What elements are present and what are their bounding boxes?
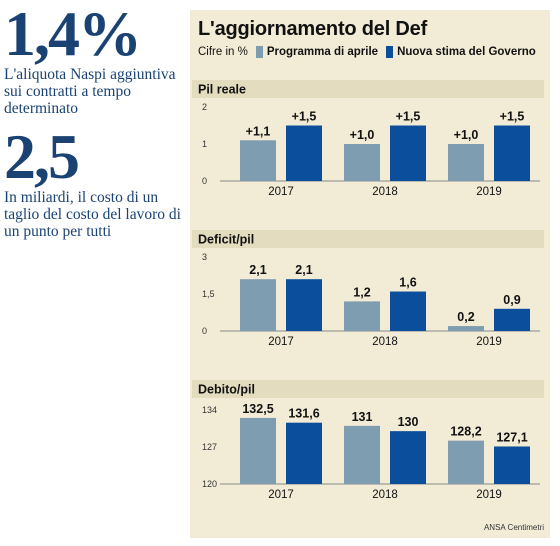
data-label: 0,2 xyxy=(457,310,474,324)
data-label: 131 xyxy=(352,410,373,424)
panel-title: L'aggiornamento del Def xyxy=(198,18,428,40)
section-title-pil-reale: Pil reale xyxy=(198,83,246,97)
section-header-bg xyxy=(192,380,544,398)
bar xyxy=(494,308,530,331)
section-title-deficit-pil: Deficit/pil xyxy=(198,233,254,247)
bar xyxy=(494,446,530,484)
data-label: 1,6 xyxy=(399,276,416,290)
category-label: 2017 xyxy=(268,336,294,348)
data-label: 127,1 xyxy=(496,430,527,444)
data-label: 130 xyxy=(398,415,419,429)
legend-swatch-government xyxy=(386,46,394,58)
bar xyxy=(240,140,276,181)
bar xyxy=(448,326,484,331)
stat-cost-value: 2,5 xyxy=(4,121,80,192)
legend-swatch-april xyxy=(255,46,263,58)
data-label: 132,5 xyxy=(242,402,273,416)
y-tick-label: 3 xyxy=(202,252,207,262)
data-label: 2,1 xyxy=(295,263,312,277)
bar xyxy=(448,440,484,484)
y-tick-label: 127 xyxy=(202,442,217,452)
legend-label-government: Nuova stima del Governo xyxy=(397,46,536,58)
y-tick-label: 0 xyxy=(202,176,207,186)
left-column: 1,4% L'aliquota Naspi aggiuntiva sui con… xyxy=(4,0,184,241)
data-label: 1,2 xyxy=(353,285,370,299)
category-label: 2019 xyxy=(476,186,502,198)
bar xyxy=(286,422,322,484)
data-label: +1,5 xyxy=(292,110,317,124)
category-label: 2017 xyxy=(268,186,294,198)
y-tick-label: 1 xyxy=(202,139,207,149)
y-tick-label: 1,5 xyxy=(202,289,215,299)
data-label: +1,0 xyxy=(350,128,375,142)
legend-label-april: Programma di aprile xyxy=(266,46,379,58)
y-tick-label: 2 xyxy=(202,102,207,112)
category-label: 2018 xyxy=(372,336,398,348)
unit-label: Cifre in % xyxy=(198,46,248,58)
bar xyxy=(494,125,530,181)
stat-naspi-text: L'aliquota Naspi aggiuntiva sui contratt… xyxy=(4,66,176,117)
data-label: +1,0 xyxy=(454,128,479,142)
bar xyxy=(240,417,276,484)
y-tick-label: 0 xyxy=(202,326,207,336)
category-label: 2019 xyxy=(476,336,502,348)
data-label: +1,5 xyxy=(500,110,525,124)
y-tick-label: 120 xyxy=(202,479,217,489)
bar xyxy=(344,144,380,181)
bar xyxy=(286,279,322,331)
section-header-bg xyxy=(192,230,544,248)
data-label: +1,5 xyxy=(396,110,421,124)
bar xyxy=(240,279,276,331)
y-tick-label: 134 xyxy=(202,405,217,415)
category-label: 2019 xyxy=(476,489,502,501)
legend: Cifre in % Programma di aprile Nuova sti… xyxy=(198,46,536,58)
stat-cost-text: In miliardi, il costo di un taglio del c… xyxy=(4,189,181,240)
category-label: 2018 xyxy=(372,186,398,198)
data-label: 2,1 xyxy=(249,263,266,277)
charts-svg: Pil reale 2 1 0 +1,1 +1,5 2017 +1,0 +1,5 2018 +1,0… xyxy=(192,80,544,501)
category-label: 2018 xyxy=(372,489,398,501)
bar xyxy=(344,301,380,331)
bar xyxy=(390,291,426,331)
section-title-debito-pil: Debito/pil xyxy=(198,383,255,397)
bar xyxy=(344,425,380,484)
credit: ANSA Centimetri xyxy=(483,523,544,532)
bar xyxy=(390,431,426,484)
section-header-bg xyxy=(192,80,544,98)
stat-naspi-value: 1,4% xyxy=(4,0,142,69)
bar xyxy=(286,125,322,181)
bar xyxy=(448,144,484,181)
category-label: 2017 xyxy=(268,489,294,501)
chart-panel: L'aggiornamento del Def Cifre in % Progr… xyxy=(190,10,550,538)
bar xyxy=(390,125,426,181)
data-label: 128,2 xyxy=(450,425,481,439)
data-label: 131,6 xyxy=(288,407,319,421)
data-label: 0,9 xyxy=(503,293,520,307)
data-label: +1,1 xyxy=(246,124,271,138)
